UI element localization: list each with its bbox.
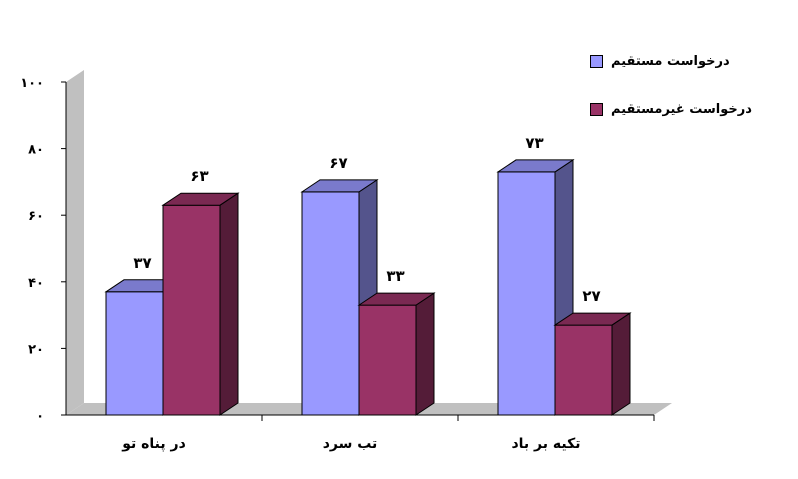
bar-top	[161, 192, 240, 206]
data-label: ۳۷	[133, 254, 151, 272]
data-label: ۳۳	[386, 267, 404, 285]
data-label: ۷۳	[525, 134, 543, 152]
x-category-label: تکیه بر باد	[511, 436, 580, 452]
y-tick-label: ۸۰	[28, 143, 44, 158]
bar-side	[415, 292, 435, 416]
y-tick-label: ۲۰	[28, 342, 44, 357]
data-label: ۶۳	[190, 167, 208, 185]
bar-top	[496, 159, 575, 173]
legend-swatch-direct	[590, 54, 603, 68]
x-category-label: تب سرد	[323, 436, 378, 452]
legend: درخواست مستقیم درخواست غیرمستقیم	[590, 50, 790, 146]
bar-front	[554, 324, 613, 416]
bar-front	[301, 191, 360, 416]
y-tick-label: ۰	[36, 409, 44, 424]
bar	[496, 158, 575, 416]
data-label: ۶۷	[329, 154, 347, 172]
bar-front	[105, 291, 164, 416]
back-wall	[66, 70, 84, 415]
bar-front	[497, 171, 556, 416]
x-category-label: در پناه تو	[121, 436, 186, 452]
bar	[300, 178, 379, 416]
bar-top	[553, 312, 632, 326]
bar-side	[219, 192, 239, 416]
bar	[357, 292, 436, 416]
legend-label-indirect: درخواست غیرمستقیم	[611, 101, 752, 117]
y-tick-label: ۱۰۰	[20, 76, 44, 91]
legend-item-direct: درخواست مستقیم	[590, 50, 790, 72]
bar-front	[162, 204, 221, 416]
y-tick-label: ۴۰	[28, 276, 44, 291]
legend-item-indirect: درخواست غیرمستقیم	[590, 98, 790, 120]
legend-swatch-indirect	[590, 102, 603, 116]
bar-top	[300, 179, 379, 193]
bar	[553, 312, 632, 416]
legend-label-direct: درخواست مستقیم	[611, 53, 730, 69]
bar-side	[611, 312, 631, 416]
data-label: ۲۷	[582, 287, 600, 305]
bar	[161, 192, 240, 416]
y-tick-label: ۶۰	[28, 209, 44, 224]
bar-front	[358, 304, 417, 416]
bar-top	[357, 292, 436, 306]
